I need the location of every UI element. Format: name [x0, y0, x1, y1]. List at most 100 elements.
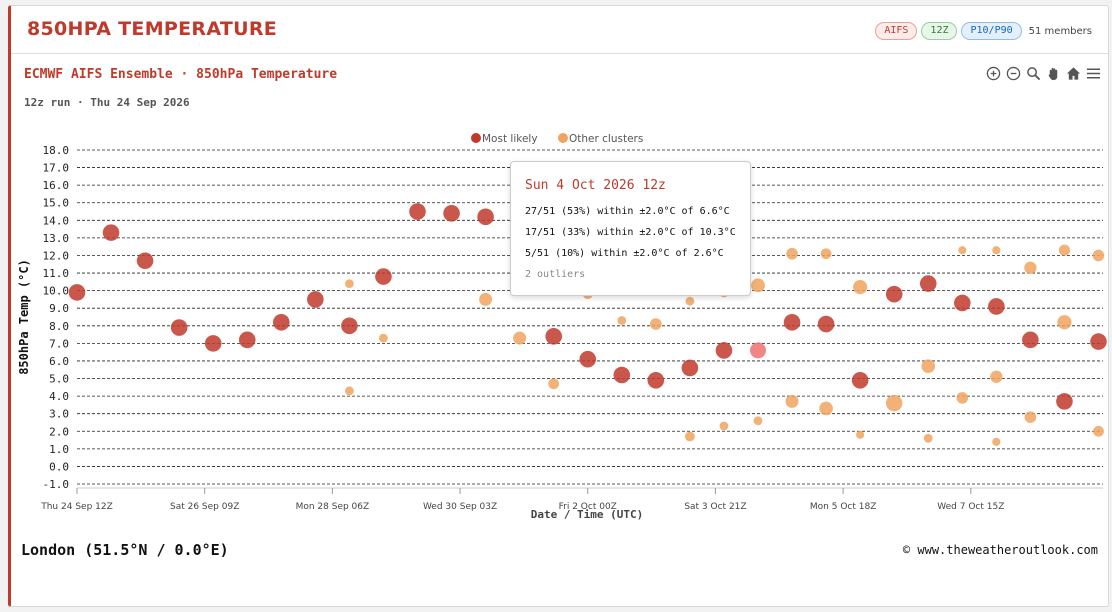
most-likely-point[interactable]: [885, 285, 903, 303]
members-count: 51 members: [1028, 25, 1092, 37]
other-cluster-point[interactable]: [1057, 315, 1072, 330]
x-axis-ticks: Thu 24 Sep 12Z Sat 26 Sep 09Z Mon 28 Sep 0…: [40, 488, 1004, 512]
y-tick-label: 8.0: [49, 320, 69, 333]
other-clusters-points: [345, 244, 1105, 446]
other-cluster-point[interactable]: [990, 370, 1003, 383]
most-likely-point[interactable]: [443, 204, 460, 222]
other-cluster-point[interactable]: [548, 378, 560, 390]
other-cluster-point[interactable]: [856, 430, 865, 439]
most-likely-point[interactable]: [238, 331, 256, 349]
legend-marker: [558, 133, 568, 143]
y-tick-label: 2.0: [49, 425, 69, 438]
chart-tooltip: Sun 4 Oct 2026 12z 27/51 (53%) within ±2…: [510, 161, 751, 296]
header-bar: 850HPA TEMPERATURE AIFS 12Z P10/P90 51 m…: [11, 6, 1108, 54]
most-likely-point[interactable]: [715, 342, 733, 359]
page-title: 850HPA TEMPERATURE: [27, 18, 278, 40]
x-tick-label: Thu 24 Sep 12Z: [40, 502, 113, 512]
most-likely-point[interactable]: [681, 359, 699, 377]
most-likely-point[interactable]: [136, 252, 154, 270]
most-likely-point[interactable]: [579, 350, 597, 368]
most-likely-point[interactable]: [919, 275, 937, 292]
other-cluster-point[interactable]: [992, 246, 1001, 255]
other-cluster-point[interactable]: [719, 421, 729, 431]
other-cluster-point[interactable]: [685, 296, 695, 306]
most-likely-point[interactable]: [817, 315, 835, 333]
most-likely-point[interactable]: [68, 284, 86, 301]
pan-hand-icon[interactable]: [1045, 65, 1062, 82]
most-likely-point[interactable]: [204, 335, 222, 352]
other-cluster-point[interactable]: [1058, 244, 1071, 256]
other-cluster-point[interactable]: [1024, 411, 1037, 423]
most-likely-point[interactable]: [409, 203, 426, 220]
zoom-out-icon[interactable]: [1005, 65, 1022, 82]
other-cluster-point[interactable]: [1092, 249, 1105, 262]
other-cluster-point[interactable]: [885, 394, 903, 412]
magnify-icon[interactable]: [1025, 65, 1042, 82]
most-likely-point[interactable]: [783, 313, 801, 331]
model-badge: AIFS: [875, 22, 918, 40]
most-likely-point[interactable]: [170, 319, 188, 336]
other-cluster-point[interactable]: [992, 437, 1001, 446]
other-cluster-point[interactable]: [650, 318, 662, 330]
other-cluster-point[interactable]: [958, 246, 967, 255]
other-cluster-point[interactable]: [1093, 425, 1104, 437]
other-cluster-point[interactable]: [1024, 261, 1037, 274]
y-axis-ticks: -1.0 0.0 1.0 2.0 3.0 4.0 5.0 6.0 7.0 8.0 9.0 10.0 11…: [43, 144, 70, 491]
other-cluster-point[interactable]: [379, 333, 388, 343]
other-cluster-point[interactable]: [617, 316, 627, 325]
other-cluster-point[interactable]: [786, 247, 798, 260]
other-cluster-point[interactable]: [479, 292, 493, 306]
most-likely-point[interactable]: [102, 224, 120, 241]
y-tick-label: 6.0: [49, 355, 69, 368]
most-likely-point[interactable]: [613, 366, 631, 384]
x-tick-label: Sat 3 Oct 21Z: [684, 502, 746, 512]
most-likely-point[interactable]: [1090, 333, 1107, 350]
credit-link[interactable]: © www.theweatheroutlook.com: [902, 543, 1098, 557]
most-likely-point[interactable]: [375, 268, 392, 285]
other-cluster-point[interactable]: [684, 431, 695, 442]
other-cluster-point[interactable]: [853, 280, 868, 295]
most-likely-point[interactable]: [341, 317, 358, 335]
chart-title: ECMWF AIFS Ensemble · 850hPa Temperature: [24, 67, 338, 82]
other-cluster-point[interactable]: [819, 401, 833, 416]
run-badge: 12Z: [921, 22, 958, 40]
legend-label[interactable]: Most likely: [482, 133, 538, 145]
most-likely-point[interactable]: [954, 294, 971, 312]
other-cluster-point[interactable]: [921, 359, 936, 374]
x-tick-label: Mon 5 Oct 18Z: [810, 502, 876, 512]
most-likely-point[interactable]: [647, 371, 665, 389]
other-cluster-point[interactable]: [956, 392, 969, 404]
x-tick-label: Wed 30 Sep 03Z: [423, 502, 497, 512]
other-cluster-point[interactable]: [923, 433, 933, 443]
y-axis-label: 850hPa Temp (°C): [17, 259, 31, 375]
x-axis-label: Date / Time (UTC): [531, 508, 644, 521]
most-likely-point[interactable]: [1022, 331, 1039, 349]
most-likely-point[interactable]: [851, 371, 869, 389]
menu-icon[interactable]: [1085, 65, 1102, 82]
home-icon[interactable]: [1065, 65, 1082, 82]
y-tick-label: 5.0: [49, 373, 69, 386]
most-likely-point[interactable]: [545, 328, 562, 345]
tooltip-title: Sun 4 Oct 2026 12z: [525, 178, 666, 193]
legend-label[interactable]: Other clusters: [569, 133, 643, 145]
other-cluster-point[interactable]: [753, 416, 763, 426]
other-cluster-point[interactable]: [785, 394, 799, 408]
location-label: London (51.5°N / 0.0°E): [21, 541, 229, 559]
most-likely-point[interactable]: [477, 208, 494, 226]
y-tick-label: 16.0: [43, 179, 70, 192]
other-cluster-point[interactable]: [751, 278, 765, 293]
zoom-in-icon[interactable]: [985, 65, 1002, 82]
most-likely-point[interactable]: [988, 298, 1005, 315]
badge-group: AIFS 12Z P10/P90 51 members: [875, 22, 1092, 40]
other-cluster-point[interactable]: [820, 248, 832, 260]
most-likely-point[interactable]: [1056, 393, 1073, 410]
y-tick-label: 15.0: [43, 197, 70, 210]
other-cluster-point[interactable]: [513, 331, 527, 345]
most-likely-point[interactable]: [307, 291, 324, 308]
most-likely-point[interactable]: [273, 313, 290, 331]
y-tick-label: 9.0: [49, 302, 69, 315]
tooltip-line: 27/51 (53%) within ±2.0°C of 6.6°C: [525, 206, 730, 217]
other-cluster-point[interactable]: [345, 386, 354, 396]
highlighted-point[interactable]: [750, 342, 766, 359]
other-cluster-point[interactable]: [345, 279, 354, 288]
